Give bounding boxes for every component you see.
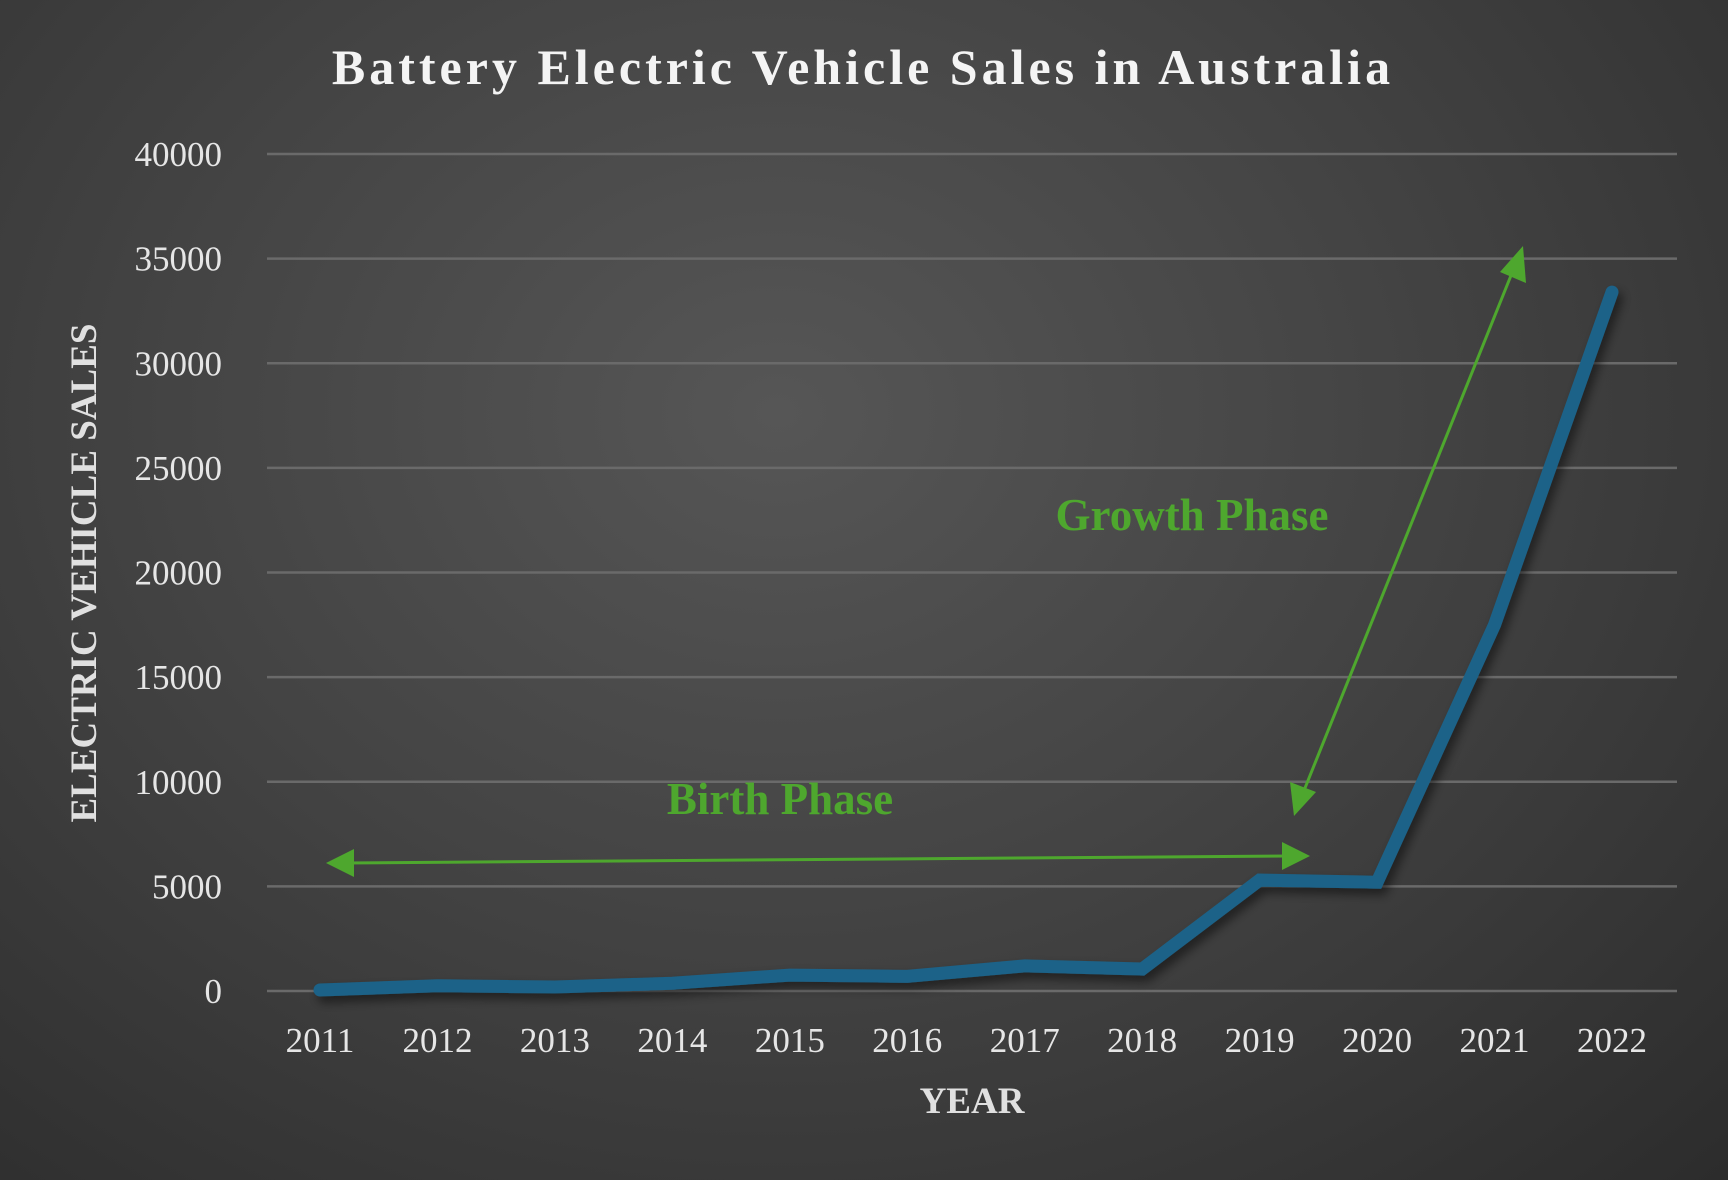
birth-arrowhead-left [326, 849, 354, 877]
x-tick-label: 2014 [637, 1021, 707, 1060]
y-tick-labels: 0 5000 10000 15000 20000 25000 30000 35000 40000 [135, 135, 223, 1011]
birth-phase-annotation: Birth Phase [326, 774, 1310, 877]
y-tick-label: 10000 [135, 763, 223, 802]
x-axis-label: YEAR [920, 1081, 1026, 1122]
x-tick-labels: 2011 2012 2013 2014 2015 2016 2017 2018 2019 2020… [286, 1021, 1647, 1060]
y-tick-label: 0 [205, 972, 223, 1011]
y-tick-label: 40000 [135, 135, 223, 174]
birth-arrowhead-right [1282, 842, 1310, 870]
x-tick-label: 2015 [755, 1021, 825, 1060]
series-line-group [313, 285, 1619, 997]
gridlines [267, 152, 1677, 993]
y-tick-label: 20000 [135, 554, 223, 593]
x-tick-label: 2020 [1342, 1021, 1412, 1060]
y-tick-label: 30000 [135, 344, 223, 383]
x-tick-label: 2013 [520, 1021, 590, 1060]
growth-arrowhead-bottom [1290, 782, 1316, 816]
x-tick-label: 2017 [990, 1021, 1060, 1060]
y-tick-label: 25000 [135, 449, 223, 488]
y-tick-label: 35000 [135, 240, 223, 279]
growth-phase-label: Growth Phase [1056, 490, 1329, 540]
y-tick-label: 15000 [135, 658, 223, 697]
y-axis-label: ELECTRIC VEHICLE SALES [64, 324, 105, 823]
growth-phase-arrow [1301, 267, 1516, 794]
x-tick-label: 2019 [1225, 1021, 1295, 1060]
growth-arrowhead-top [1500, 246, 1526, 283]
growth-phase-annotation: Growth Phase [1056, 246, 1526, 816]
x-tick-label: 2016 [872, 1021, 942, 1060]
series-line [313, 285, 1619, 997]
y-tick-label: 5000 [152, 867, 222, 906]
birth-phase-label: Birth Phase [667, 774, 893, 824]
x-tick-label: 2022 [1577, 1021, 1647, 1060]
x-tick-label: 2021 [1460, 1021, 1530, 1060]
x-tick-label: 2018 [1107, 1021, 1177, 1060]
chart-title: Battery Electric Vehicle Sales in Austra… [332, 39, 1394, 95]
x-tick-label: 2012 [402, 1021, 472, 1060]
birth-phase-arrow [344, 854, 1291, 865]
x-tick-label: 2011 [286, 1021, 355, 1060]
